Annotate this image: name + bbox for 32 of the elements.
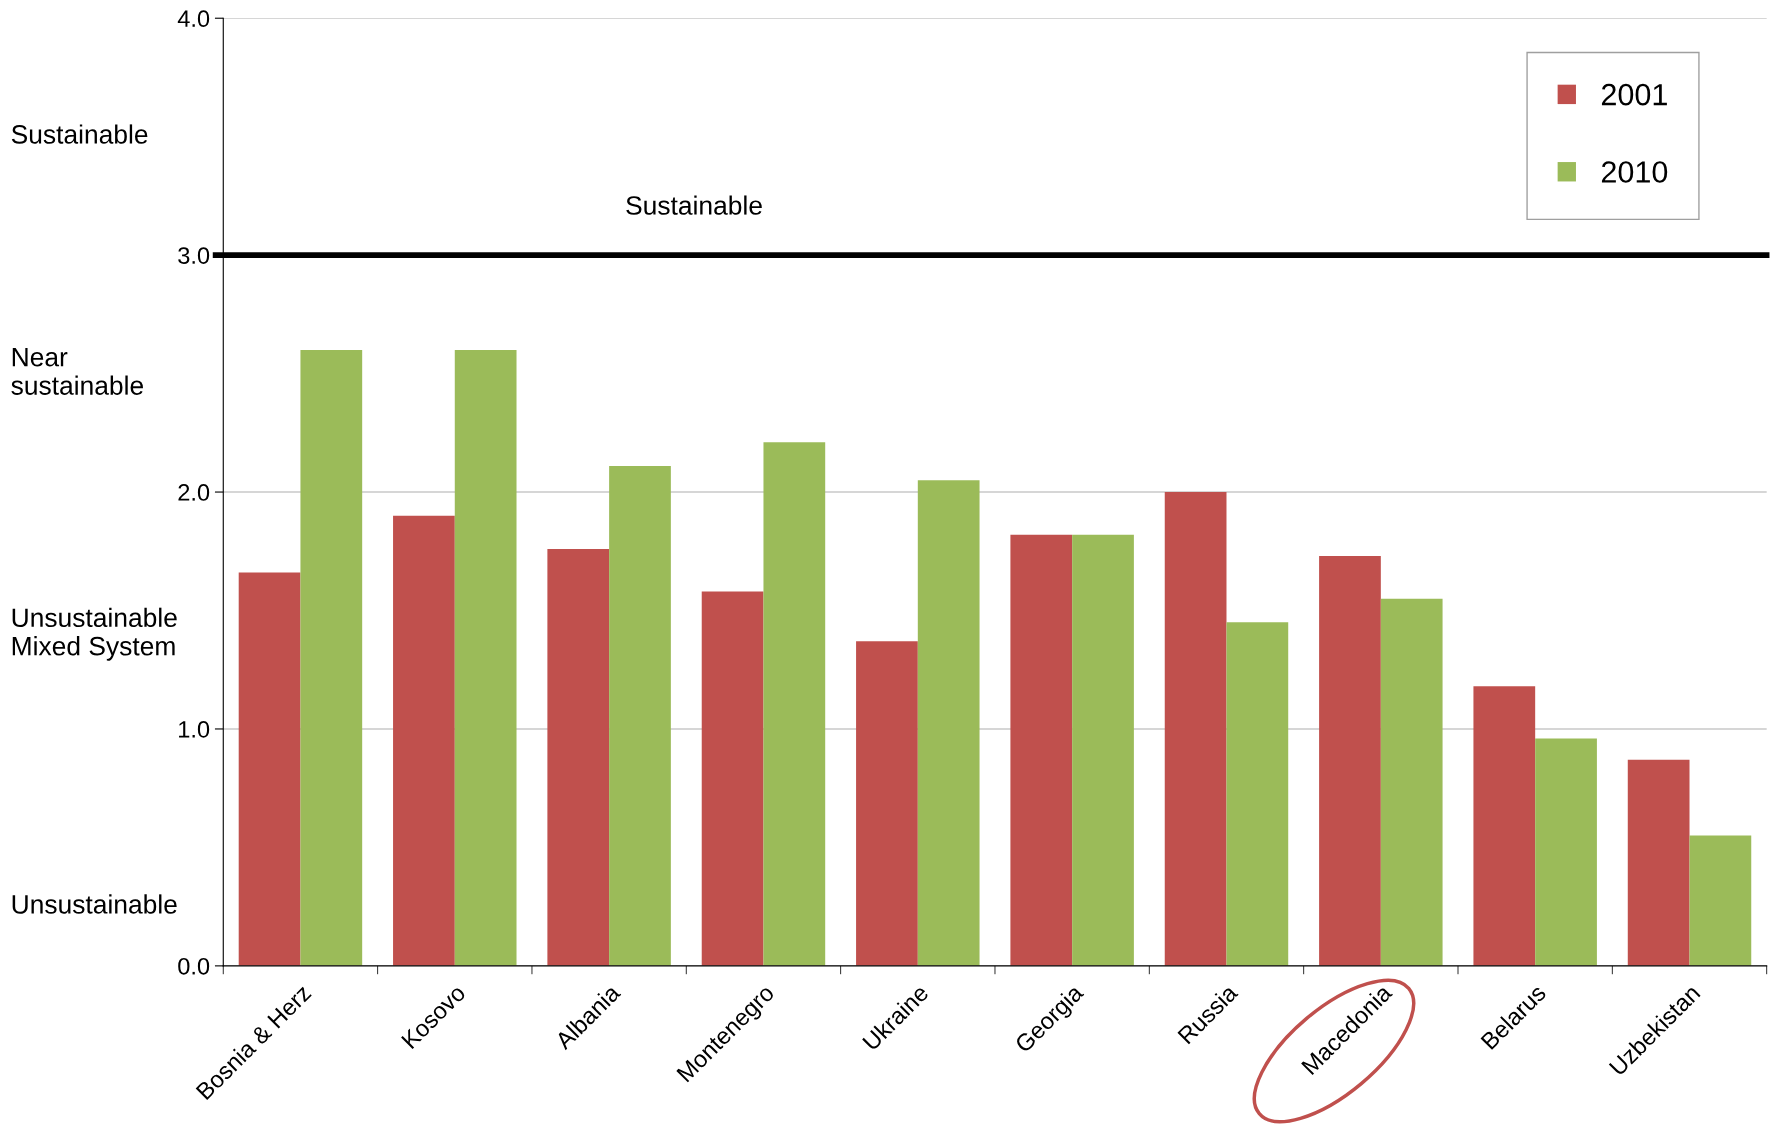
bar — [1535, 738, 1597, 966]
bar — [1627, 759, 1690, 966]
bar — [547, 548, 610, 966]
bar — [393, 515, 455, 966]
bar — [300, 349, 363, 966]
text: Unsustainable Mixed System — [12, 607, 177, 661]
y-tick-label: 3.0 — [178, 247, 210, 264]
bar — [1319, 556, 1381, 966]
text: Unsustainable — [12, 894, 177, 914]
bar — [856, 641, 918, 966]
bar — [1689, 835, 1752, 966]
bar — [1010, 534, 1073, 966]
y-tick-label: 0.0 — [178, 957, 210, 975]
bar — [1473, 686, 1536, 966]
bar — [1164, 492, 1227, 966]
legend-label: 2010 — [1601, 161, 1668, 183]
bar — [1226, 622, 1289, 966]
text: Sustainable — [11, 124, 148, 144]
y-tick-label: 1.0 — [179, 721, 210, 738]
bar — [609, 465, 671, 966]
bar — [1072, 534, 1134, 966]
y-tick-label: 2.0 — [178, 484, 210, 501]
bar — [1380, 598, 1443, 966]
text: Near sustainable — [11, 348, 143, 395]
y-tick-label: 4.0 — [177, 10, 210, 28]
bar — [917, 480, 980, 966]
ref-line-label: Sustainable — [626, 195, 762, 215]
bar — [454, 349, 517, 966]
bar — [238, 572, 301, 966]
bar — [701, 591, 764, 966]
legend-label: 2001 — [1601, 83, 1667, 106]
bar — [763, 442, 826, 966]
